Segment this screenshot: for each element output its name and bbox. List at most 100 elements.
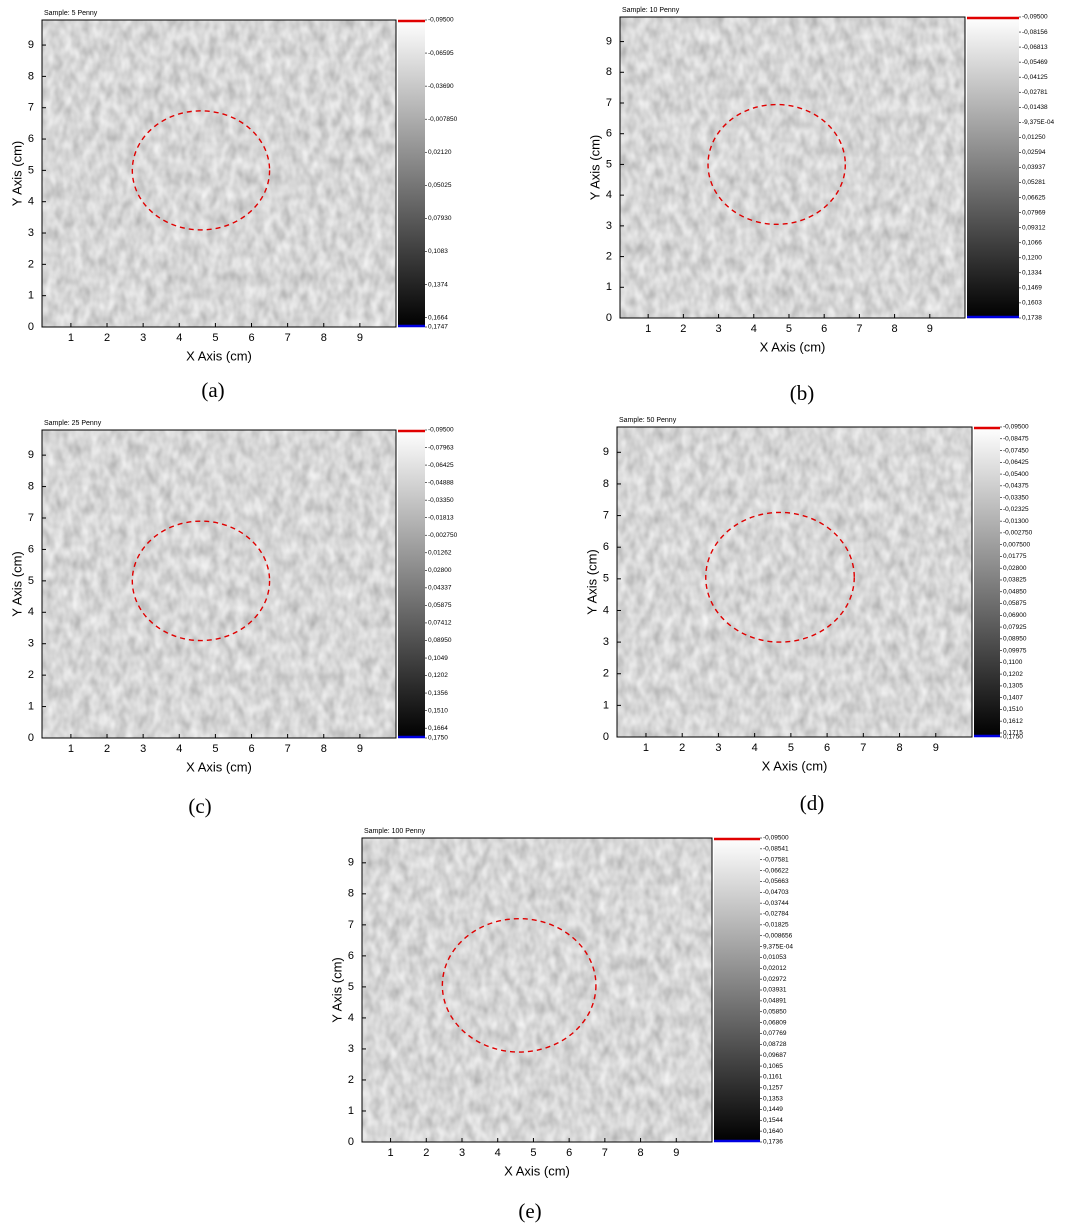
- panel-caption: (c): [188, 794, 211, 818]
- plot-frame: [41, 19, 397, 328]
- y-tick-label: 1: [348, 1105, 354, 1117]
- y-tick-label: 5: [348, 981, 354, 993]
- colorbar-label: 0,01053: [763, 954, 787, 961]
- colorbar-label: -0,02784: [763, 911, 789, 918]
- y-tick-label: 9: [28, 449, 34, 461]
- y-tick-label: 4: [28, 606, 34, 618]
- colorbar-label: 0,06809: [763, 1019, 787, 1026]
- colorbar-label: 0,1374: [428, 281, 448, 288]
- colorbar-label: 0,1356: [428, 690, 448, 697]
- region-circle: [131, 520, 271, 642]
- x-tick-label: 7: [856, 323, 862, 335]
- colorbar-label: 0,05875: [428, 602, 452, 609]
- colorbar-label: -0,03350: [1003, 494, 1029, 501]
- panel-title: Sample: 10 Penny: [622, 7, 680, 14]
- y-tick-label: 5: [28, 164, 34, 176]
- colorbar-label: 0,03937: [1022, 164, 1046, 171]
- colorbar-label: 0,1510: [1003, 706, 1023, 713]
- y-tick-label: 7: [348, 919, 354, 931]
- x-tick-label: 5: [786, 323, 792, 335]
- colorbar-label: 0,1049: [428, 655, 448, 662]
- x-tick-label: 9: [927, 323, 933, 335]
- x-tick-label: 3: [459, 1147, 465, 1159]
- x-tick-label: 7: [860, 742, 866, 754]
- colorbar-label: 0,04850: [1003, 588, 1027, 595]
- colorbar-label: 0,1612: [1003, 718, 1023, 725]
- colorbar-label: -0,09500: [428, 427, 454, 434]
- colorbar-label: 0,1747: [428, 324, 448, 331]
- y-tick-label: 0: [603, 731, 609, 743]
- y-tick-label: 9: [28, 39, 34, 51]
- colorbar-label: -0,008656: [763, 932, 793, 939]
- heatmap-image: [362, 838, 712, 1142]
- region-circle: [131, 110, 271, 231]
- colorbar-label: 0,07412: [428, 620, 452, 627]
- colorbar-label: -0,06425: [428, 462, 454, 469]
- y-tick-label: 6: [606, 128, 612, 140]
- y-tick-label: 7: [28, 512, 34, 524]
- colorbar-label: 0,09975: [1003, 647, 1027, 654]
- x-tick-label: 7: [285, 743, 291, 755]
- colorbar-label: 0,1738: [1022, 315, 1042, 322]
- y-tick-label: 2: [603, 668, 609, 680]
- colorbar-label: -0,09500: [428, 17, 454, 24]
- colorbar: [398, 430, 425, 738]
- y-tick-label: 8: [28, 480, 34, 492]
- y-axis-label: Y Axis (cm): [584, 549, 599, 615]
- y-tick-label: 2: [348, 1074, 354, 1086]
- x-tick-label: 9: [933, 742, 939, 754]
- y-tick-label: 0: [28, 732, 34, 744]
- colorbar-label: 0,02800: [1003, 565, 1027, 572]
- y-tick-label: 1: [28, 700, 34, 712]
- y-tick-label: 7: [603, 509, 609, 521]
- colorbar-label: -0,07581: [763, 856, 789, 863]
- colorbar-label: 0,1353: [763, 1095, 783, 1102]
- colorbar-label: -0,002750: [1003, 530, 1033, 537]
- colorbar-label: -0,002750: [428, 532, 458, 539]
- y-tick-label: 3: [28, 227, 34, 239]
- colorbar-label: 0,05875: [1003, 600, 1027, 607]
- plot-frame: [361, 837, 713, 1143]
- colorbar-label: 0,01775: [1003, 553, 1027, 560]
- panel: Sample: 5 Penny 1 2 3 4 5 6 7 8 9 0 1 2 3 4 5 6 7 8 9 X Axis…: [9, 10, 457, 402]
- heatmap-image: [42, 20, 396, 327]
- x-axis-label: X Axis (cm): [760, 339, 826, 354]
- x-tick-label: 4: [495, 1147, 501, 1159]
- colorbar-label: 0,07769: [763, 1030, 787, 1037]
- x-tick-label: 4: [751, 323, 757, 335]
- colorbar-label: 0,1161: [763, 1074, 783, 1081]
- colorbar-label: 0,03931: [763, 987, 787, 994]
- x-tick-label: 2: [680, 323, 686, 335]
- y-tick-label: 8: [606, 66, 612, 78]
- x-tick-label: 9: [673, 1147, 679, 1159]
- colorbar-label: -0,04125: [1022, 74, 1048, 81]
- x-tick-label: 4: [176, 332, 182, 344]
- colorbar-label: 0,1334: [1022, 269, 1042, 276]
- colorbar-label: 0,01262: [428, 549, 452, 556]
- colorbar-label: 0,1664: [428, 725, 448, 732]
- colorbar: [967, 17, 1019, 318]
- x-tick-label: 8: [321, 332, 327, 344]
- y-tick-label: 8: [28, 70, 34, 82]
- y-tick-label: 5: [606, 158, 612, 170]
- colorbar-label: -0,03744: [763, 900, 789, 907]
- x-tick-label: 6: [248, 743, 254, 755]
- x-tick-label: 7: [285, 332, 291, 344]
- colorbar-label: 0,1065: [763, 1063, 783, 1070]
- y-tick-label: 1: [28, 290, 34, 302]
- colorbar-label: -0,04703: [763, 889, 789, 896]
- colorbar-label: 0,1202: [428, 672, 448, 679]
- y-tick-label: 4: [606, 189, 612, 201]
- colorbar-label: -0,04888: [428, 479, 454, 486]
- colorbar-label: 0,05850: [763, 1008, 787, 1015]
- colorbar-label: -0,02781: [1022, 89, 1048, 96]
- colorbar-label: -0,06813: [1022, 44, 1048, 51]
- x-tick-label: 4: [176, 743, 182, 755]
- x-tick-label: 2: [423, 1147, 429, 1159]
- region-circle: [441, 917, 597, 1053]
- colorbar-label: -0,09500: [763, 835, 789, 842]
- colorbar-label: 0,1510: [428, 707, 448, 714]
- colorbar-label: 0,1257: [763, 1085, 783, 1092]
- colorbar-label: -0,06425: [1003, 459, 1029, 466]
